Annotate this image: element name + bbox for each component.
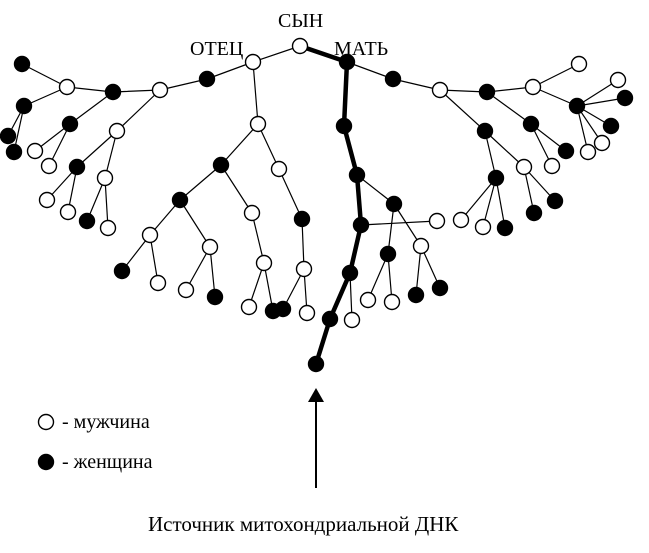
tree-node	[386, 72, 401, 87]
tree-edge	[221, 165, 252, 213]
tree-node	[618, 91, 633, 106]
tree-node	[272, 162, 287, 177]
tree-node	[173, 193, 188, 208]
tree-node	[17, 99, 32, 114]
tree-node	[526, 80, 541, 95]
arrow-head-icon	[308, 388, 324, 402]
tree-node	[545, 159, 560, 174]
tree-node	[245, 206, 260, 221]
tree-node	[200, 72, 215, 87]
tree-node	[266, 304, 281, 319]
legend-male-icon	[39, 415, 54, 430]
tree-edge	[361, 221, 437, 225]
tree-node	[559, 144, 574, 159]
tree-node	[361, 293, 376, 308]
tree-node	[242, 300, 257, 315]
label-father: ОТЕЦ	[190, 38, 243, 61]
tree-edge	[440, 90, 485, 131]
tree-node	[581, 145, 596, 160]
tree-node	[409, 288, 424, 303]
tree-node	[433, 281, 448, 296]
legend-female-text: - женщина	[62, 451, 152, 474]
tree-node	[295, 212, 310, 227]
tree-node	[153, 83, 168, 98]
tree-node	[517, 160, 532, 175]
tree-node	[387, 197, 402, 212]
tree-node	[381, 247, 396, 262]
tree-node	[300, 306, 315, 321]
tree-node	[15, 57, 30, 72]
label-son: СЫН	[278, 10, 323, 33]
tree-node	[106, 85, 121, 100]
tree-node	[214, 158, 229, 173]
tree-node	[80, 214, 95, 229]
tree-node	[476, 220, 491, 235]
tree-node	[570, 99, 585, 114]
tree-node	[478, 124, 493, 139]
tree-node	[110, 124, 125, 139]
tree-node	[179, 283, 194, 298]
tree-node	[1, 129, 16, 144]
caption: Источник митохондриальной ДНК	[148, 512, 458, 537]
tree-node	[323, 312, 338, 327]
tree-node	[498, 221, 513, 236]
tree-node	[151, 276, 166, 291]
tree-node	[115, 264, 130, 279]
tree-node	[454, 213, 469, 228]
tree-node	[350, 168, 365, 183]
tree-node	[61, 205, 76, 220]
tree-node	[489, 171, 504, 186]
tree-node	[309, 357, 324, 372]
tree-node	[98, 171, 113, 186]
tree-edge	[344, 62, 347, 126]
tree-node	[611, 73, 626, 88]
tree-node	[40, 193, 55, 208]
tree-node	[143, 228, 158, 243]
tree-node	[548, 194, 563, 209]
tree-node	[595, 136, 610, 151]
tree-node	[63, 117, 78, 132]
tree-node	[60, 80, 75, 95]
tree-node	[343, 266, 358, 281]
tree-node	[385, 295, 400, 310]
tree-node	[354, 218, 369, 233]
legend-male-text: - мужчина	[62, 411, 150, 434]
tree-node	[208, 290, 223, 305]
tree-node	[251, 117, 266, 132]
tree-node	[337, 119, 352, 134]
tree-node	[527, 206, 542, 221]
tree-edge	[180, 200, 210, 247]
tree-node	[604, 119, 619, 134]
legend-female-icon	[39, 455, 54, 470]
tree-node	[414, 239, 429, 254]
tree-node	[203, 240, 218, 255]
tree-node	[572, 57, 587, 72]
tree-node	[433, 83, 448, 98]
tree-node	[101, 221, 116, 236]
tree-edge	[253, 62, 258, 124]
tree-edge	[279, 169, 302, 219]
tree-edge	[221, 124, 258, 165]
tree-node	[297, 262, 312, 277]
label-mother: МАТЬ	[334, 38, 388, 61]
tree-node	[293, 39, 308, 54]
tree-node	[257, 256, 272, 271]
tree-node	[524, 117, 539, 132]
tree-node	[430, 214, 445, 229]
tree-node	[42, 159, 57, 174]
tree-node	[28, 144, 43, 159]
tree-node	[480, 85, 495, 100]
tree-node	[70, 160, 85, 175]
tree-edge	[117, 90, 160, 131]
tree-node	[345, 313, 360, 328]
tree-node	[7, 145, 22, 160]
tree-node	[246, 55, 261, 70]
